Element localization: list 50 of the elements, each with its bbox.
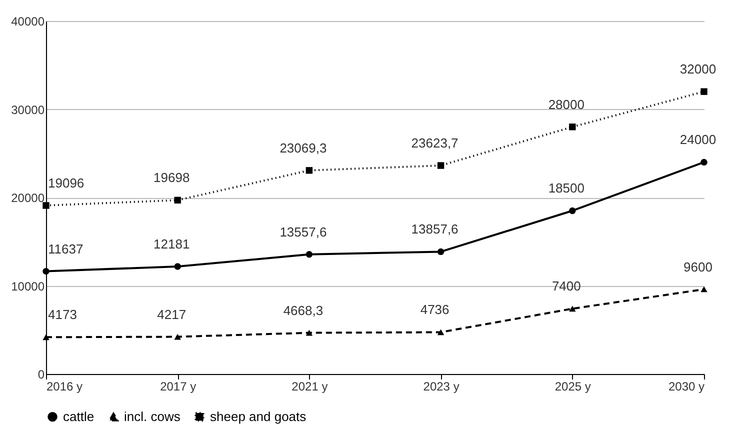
y-tick-label: 40000: [11, 14, 45, 28]
data-label: 12181: [154, 236, 190, 252]
legend-label: incl. cows: [124, 409, 181, 424]
data-label: 4668,3: [283, 302, 324, 318]
data-label: 4736: [420, 302, 450, 318]
point: [700, 158, 708, 166]
point: [42, 334, 50, 340]
data-label: 11637: [48, 241, 84, 256]
data-label: 28000: [548, 96, 584, 112]
data-label: 23069,3: [280, 140, 327, 156]
point: [569, 124, 576, 130]
point: [700, 88, 708, 95]
point: [306, 251, 313, 258]
point: [42, 268, 50, 275]
point: [569, 207, 576, 214]
x-tick-label: 2016 y: [46, 380, 83, 394]
y-tick-label: 20000: [11, 191, 45, 205]
data-label: 24000: [680, 132, 716, 148]
x-tick-label: 2025 y: [554, 380, 591, 394]
legend-label: cattle: [63, 408, 94, 424]
point: [174, 263, 181, 270]
x-tick-label: 2023 y: [423, 380, 460, 394]
data-label: 7400: [552, 278, 581, 294]
point: [437, 248, 444, 256]
point: [700, 286, 708, 292]
data-label: 4217: [157, 306, 186, 322]
point: [569, 306, 576, 312]
data-label: 13857,6: [411, 222, 458, 237]
data-label: 23623,7: [411, 136, 458, 151]
data-label: 18500: [548, 180, 584, 196]
x-tick-label: 2030 y: [668, 380, 704, 394]
data-label: 19096: [48, 175, 84, 190]
data-label: 13557,6: [280, 224, 327, 240]
y-tick-label: 0: [38, 368, 45, 382]
point: [437, 162, 444, 169]
point: [306, 167, 313, 174]
y-tick-label: 10000: [11, 279, 45, 294]
data-label: 9600: [684, 259, 712, 274]
point: [174, 334, 181, 340]
point: [437, 329, 444, 336]
data-label: 32000: [680, 62, 716, 77]
point: [42, 202, 50, 209]
data-label: 4173: [48, 307, 77, 322]
legend-label: sheep and goats: [210, 408, 307, 424]
y-tick-label: 30000: [11, 102, 45, 117]
point: [306, 330, 313, 336]
x-tick-label: 2017 y: [160, 380, 196, 394]
x-tick-label: 2021 y: [292, 380, 328, 394]
data-label: 19698: [154, 170, 190, 186]
point: [174, 196, 181, 204]
